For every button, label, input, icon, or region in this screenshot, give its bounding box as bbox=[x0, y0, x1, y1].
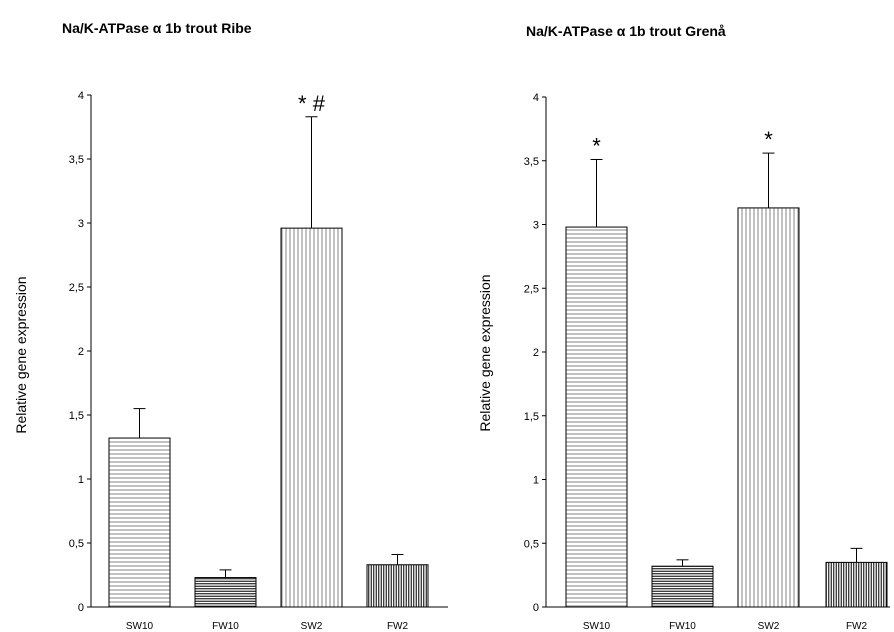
y-tick-label: 2 bbox=[533, 347, 539, 359]
bar-sw2 bbox=[737, 207, 800, 608]
y-tick-label: 4 bbox=[78, 90, 84, 102]
y-axis-label: Relative gene expression bbox=[13, 276, 29, 433]
category-label: FW10 bbox=[669, 621, 696, 632]
category-labels: SW10 FW10 SW2 FW2 bbox=[126, 621, 409, 632]
significance-annotation: * bbox=[592, 133, 601, 158]
bar-fw2 bbox=[366, 564, 429, 608]
annotations: * * bbox=[592, 127, 773, 158]
y-tick-label: 2 bbox=[78, 346, 84, 358]
y-axis-label: Relative gene expression bbox=[477, 274, 493, 431]
y-tick-label: 3 bbox=[533, 220, 539, 232]
y-tick-label: 3,5 bbox=[69, 154, 84, 166]
bar-sw2 bbox=[280, 227, 343, 608]
y-tick-label: 2,5 bbox=[69, 282, 84, 294]
y-tick-label: 0 bbox=[533, 602, 539, 614]
chart-grena: Na/K-ATPase α 1b trout Grenå Relative ge… bbox=[477, 23, 890, 632]
bar-sw10 bbox=[565, 226, 628, 608]
significance-annotation: * # bbox=[298, 91, 326, 116]
bar-fw2 bbox=[825, 561, 888, 608]
y-tick-label: 0,5 bbox=[69, 538, 84, 550]
y-ticks: 0 0,5 1 1,5 2 2,5 3 3,5 4 bbox=[524, 92, 546, 614]
y-tick-label: 1 bbox=[78, 474, 84, 486]
y-tick-label: 2,5 bbox=[524, 283, 539, 295]
category-labels: SW10 FW10 SW2 FW2 bbox=[583, 621, 868, 632]
category-label: SW2 bbox=[758, 621, 780, 632]
error-bars bbox=[133, 116, 404, 578]
chart-title: Na/K-ATPase α 1b trout Ribe bbox=[62, 20, 252, 36]
category-label: FW2 bbox=[846, 621, 868, 632]
category-label: SW10 bbox=[126, 621, 154, 632]
annotations: * # bbox=[298, 91, 326, 116]
category-label: SW2 bbox=[301, 621, 323, 632]
y-tick-label: 3 bbox=[78, 218, 84, 230]
y-tick-label: 4 bbox=[533, 92, 539, 104]
chart-title: Na/K-ATPase α 1b trout Grenå bbox=[526, 23, 726, 39]
y-tick-label: 1,5 bbox=[524, 411, 539, 423]
y-tick-label: 3,5 bbox=[524, 156, 539, 168]
y-tick-label: 1 bbox=[533, 475, 539, 487]
bar-fw10 bbox=[194, 577, 257, 608]
y-tick-label: 1,5 bbox=[69, 410, 84, 422]
y-tick-label: 0 bbox=[78, 602, 84, 614]
chart-ribe: Na/K-ATPase α 1b trout Ribe Relative gen… bbox=[13, 20, 448, 632]
y-tick-label: 0,5 bbox=[524, 538, 539, 550]
category-label: FW2 bbox=[387, 621, 409, 632]
bar-sw10 bbox=[108, 437, 171, 608]
bars bbox=[108, 227, 429, 608]
y-ticks: 0 0,5 1 1,5 2 2,5 3 3,5 4 bbox=[69, 90, 91, 614]
bars bbox=[565, 207, 888, 608]
category-label: SW10 bbox=[583, 621, 611, 632]
category-label: FW10 bbox=[212, 621, 239, 632]
error-bars bbox=[590, 152, 863, 567]
significance-annotation: * bbox=[764, 127, 773, 152]
bar-fw10 bbox=[651, 565, 714, 608]
